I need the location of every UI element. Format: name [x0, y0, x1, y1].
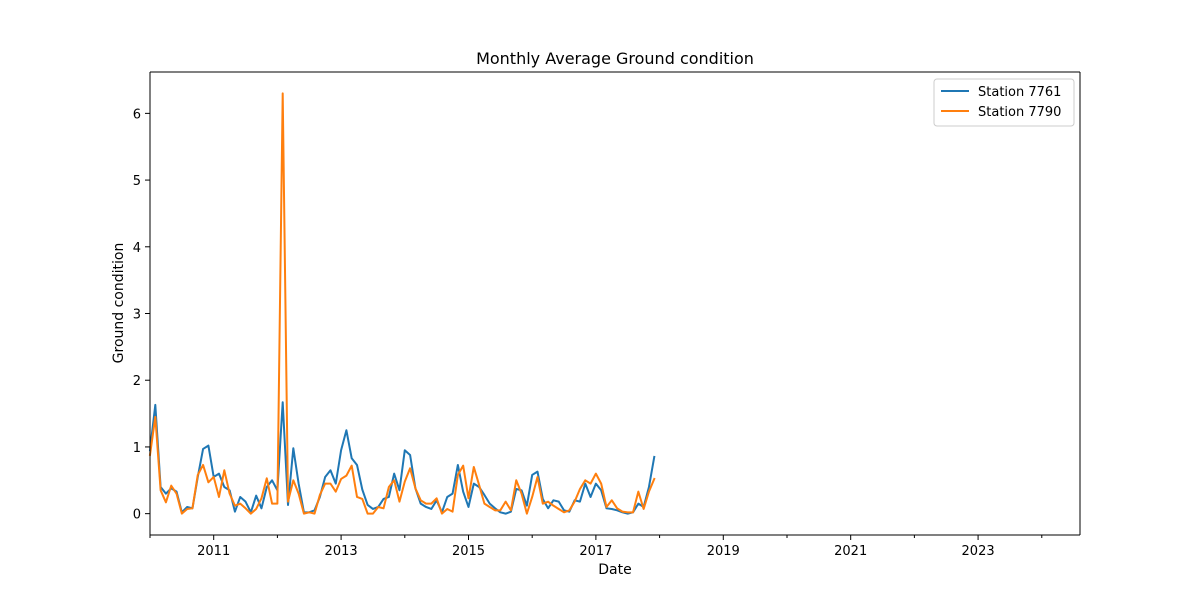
legend-label-station-7761: Station 7761 [978, 85, 1061, 100]
x-tick-label: 2023 [962, 544, 995, 559]
legend-label-station-7790: Station 7790 [978, 105, 1061, 120]
series-line-station-7790 [148, 92, 656, 515]
x-tick-label: 2019 [707, 544, 740, 559]
x-tick-label: 2013 [325, 544, 358, 559]
y-tick-label: 3 [133, 308, 141, 323]
x-tick-label: 2011 [197, 544, 230, 559]
y-tick-label: 1 [133, 441, 141, 456]
chart-title: Monthly Average Ground condition [476, 49, 754, 68]
axes-frame [149, 71, 1081, 536]
y-tick-label: 4 [133, 241, 141, 256]
x-axis-label: Date [598, 562, 631, 578]
y-tick-label: 5 [133, 174, 141, 189]
x-tick-label: 2015 [452, 544, 485, 559]
y-tick-label: 6 [133, 107, 141, 122]
y-tick-label: 0 [133, 508, 141, 523]
x-tick-label: 2017 [579, 544, 612, 559]
x-tick-label: 2021 [834, 544, 867, 559]
plot-area: 2011 2013 2015 2017 2019 2021 2023 0 1 2 3 4 5 6 [133, 71, 1081, 559]
y-axis-ticks: 0 1 2 3 4 5 6 [133, 107, 150, 523]
x-axis-ticks: 2011 2013 2015 2017 2019 2021 2023 [149, 535, 1043, 559]
y-tick-label: 2 [133, 374, 141, 389]
plot-frame [150, 72, 1080, 535]
legend: Station 7761 Station 7790 [933, 78, 1075, 127]
series-layer [148, 92, 656, 515]
y-axis-label: Ground condition [111, 243, 127, 364]
